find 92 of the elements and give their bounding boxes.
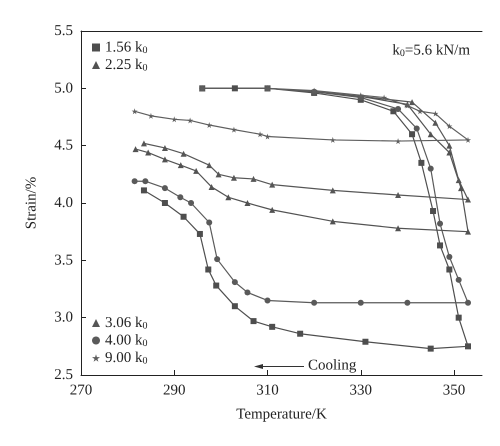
point	[330, 187, 336, 194]
point	[225, 194, 232, 200]
point	[162, 200, 168, 206]
point	[257, 131, 264, 138]
point	[132, 108, 138, 114]
point	[162, 156, 168, 162]
point	[456, 314, 462, 321]
point	[145, 150, 152, 156]
point	[430, 208, 436, 214]
point	[180, 150, 187, 157]
point	[409, 131, 416, 138]
point	[193, 168, 200, 174]
point	[208, 184, 215, 190]
point	[446, 142, 452, 149]
x-tick-label: 290	[163, 382, 186, 398]
point	[250, 176, 257, 182]
y-tick-label: 4.0	[54, 195, 73, 211]
annotation: Cooling	[308, 358, 357, 374]
point	[264, 297, 271, 304]
point	[230, 174, 237, 181]
point	[180, 214, 187, 220]
point	[244, 200, 250, 206]
point	[142, 178, 148, 184]
point	[446, 266, 452, 273]
point	[414, 125, 420, 132]
point	[250, 318, 257, 324]
point	[162, 185, 168, 192]
point	[177, 194, 184, 200]
point	[418, 160, 424, 166]
point	[206, 162, 212, 168]
point	[437, 220, 444, 227]
point	[465, 300, 472, 306]
x-axis-title: Temperature/K	[236, 406, 327, 422]
point	[206, 219, 212, 226]
point	[330, 218, 336, 224]
point	[465, 136, 472, 143]
point	[456, 276, 462, 283]
point	[205, 266, 212, 273]
x-tick-label: 310	[256, 382, 279, 398]
point	[432, 120, 438, 126]
point	[232, 279, 238, 286]
point	[178, 162, 184, 168]
point	[162, 144, 168, 151]
point	[432, 110, 438, 117]
point	[213, 282, 220, 289]
point	[404, 300, 410, 306]
point	[132, 178, 138, 184]
x-tick-label: 330	[350, 382, 372, 398]
point	[269, 182, 276, 188]
point	[428, 166, 434, 172]
x-tick-label: 270	[70, 382, 92, 398]
point	[390, 108, 396, 114]
y-tick-label: 5.5	[54, 23, 73, 39]
point	[244, 289, 250, 296]
y-tick-label: 3.5	[54, 252, 73, 268]
point	[132, 146, 139, 152]
y-axis-title: Strain/%	[24, 176, 40, 230]
point	[232, 303, 238, 310]
point	[311, 300, 318, 306]
point	[409, 99, 416, 106]
point	[428, 346, 434, 352]
point	[362, 338, 368, 345]
point	[465, 228, 472, 235]
point	[446, 254, 452, 260]
point	[140, 187, 147, 194]
point	[358, 300, 364, 306]
point	[216, 171, 222, 178]
point	[214, 256, 220, 262]
point	[188, 200, 194, 206]
point	[269, 206, 276, 213]
point	[187, 117, 194, 124]
point	[395, 138, 402, 144]
point	[465, 196, 472, 203]
point	[269, 324, 276, 330]
y-tick-label: 3.0	[54, 310, 73, 326]
point	[446, 123, 452, 130]
y-tick-label: 4.5	[54, 138, 73, 154]
point	[140, 140, 147, 146]
y-tick-label: 5.0	[54, 80, 73, 96]
point	[196, 230, 203, 237]
x-tick-label: 350	[442, 382, 466, 398]
point	[395, 225, 402, 232]
point	[437, 242, 444, 248]
point	[465, 343, 472, 350]
point	[428, 131, 434, 138]
point	[330, 136, 336, 143]
point	[395, 192, 402, 198]
point	[456, 177, 462, 184]
point	[297, 330, 304, 337]
point	[232, 85, 238, 92]
point	[395, 106, 402, 112]
y-tick-label: 2.5	[54, 367, 73, 383]
